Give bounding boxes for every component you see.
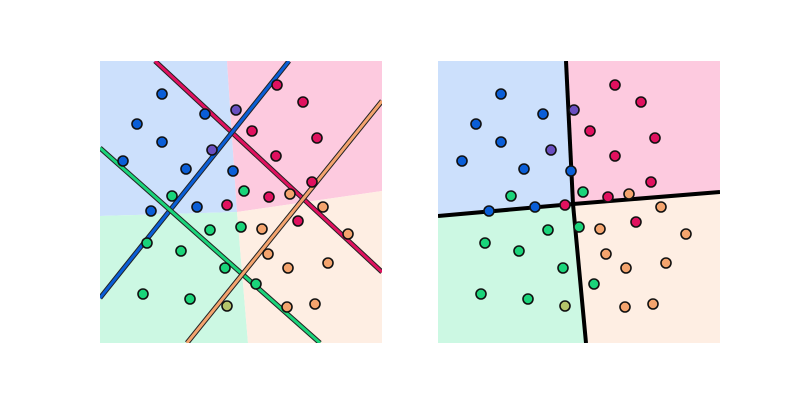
decision-region-pink bbox=[227, 61, 382, 212]
decision-region-green bbox=[100, 212, 248, 343]
data-point-orange bbox=[600, 248, 612, 260]
decision-region-green bbox=[438, 204, 586, 343]
data-point-purple_mix bbox=[206, 144, 218, 156]
data-point-blue bbox=[156, 88, 168, 100]
data-point-orange bbox=[660, 257, 672, 269]
data-point-orange bbox=[281, 301, 293, 313]
data-point-green bbox=[479, 237, 491, 249]
data-point-purple_mix bbox=[545, 144, 557, 156]
data-point-orange bbox=[256, 223, 268, 235]
data-point-magenta bbox=[609, 79, 621, 91]
data-point-blue bbox=[483, 205, 495, 217]
data-point-green bbox=[184, 293, 196, 305]
data-point-orange bbox=[284, 188, 296, 200]
data-point-blue bbox=[145, 205, 157, 217]
data-point-green bbox=[137, 288, 149, 300]
data-point-orange bbox=[282, 262, 294, 274]
data-point-orange bbox=[623, 188, 635, 200]
panel-one-vs-rest bbox=[100, 61, 382, 343]
data-point-orange bbox=[317, 201, 329, 213]
data-point-blue bbox=[537, 108, 549, 120]
data-point-blue bbox=[518, 163, 530, 175]
data-point-green bbox=[204, 224, 216, 236]
data-point-green bbox=[475, 288, 487, 300]
data-point-orange bbox=[322, 257, 334, 269]
data-point-magenta bbox=[630, 216, 642, 228]
data-point-orange bbox=[619, 301, 631, 313]
data-point-green bbox=[238, 185, 250, 197]
decision-boundary-boundary_black bbox=[438, 202, 574, 218]
data-point-olive bbox=[559, 300, 571, 312]
data-point-olive bbox=[221, 300, 233, 312]
data-point-blue bbox=[470, 118, 482, 130]
decision-boundary-boundary_black bbox=[572, 190, 720, 206]
data-point-blue bbox=[529, 201, 541, 213]
data-point-magenta bbox=[602, 191, 614, 203]
decision-region-orange bbox=[237, 191, 382, 343]
data-point-purple_mix bbox=[568, 104, 580, 116]
data-point-green bbox=[513, 245, 525, 257]
data-point-green bbox=[250, 278, 262, 290]
data-point-magenta bbox=[609, 150, 621, 162]
data-point-magenta bbox=[271, 79, 283, 91]
data-point-blue bbox=[191, 201, 203, 213]
data-point-green bbox=[588, 278, 600, 290]
data-point-blue bbox=[199, 108, 211, 120]
data-point-blue bbox=[117, 155, 129, 167]
data-point-magenta bbox=[311, 132, 323, 144]
data-point-blue bbox=[495, 136, 507, 148]
data-point-green bbox=[141, 237, 153, 249]
data-point-purple_mix bbox=[230, 104, 242, 116]
data-point-blue bbox=[156, 136, 168, 148]
data-point-green bbox=[573, 221, 585, 233]
data-point-blue bbox=[456, 155, 468, 167]
data-point-magenta bbox=[263, 191, 275, 203]
data-point-green bbox=[577, 186, 589, 198]
data-point-green bbox=[505, 190, 517, 202]
data-point-orange bbox=[647, 298, 659, 310]
panel-multiclass bbox=[438, 61, 720, 343]
data-point-blue bbox=[180, 163, 192, 175]
data-point-magenta bbox=[306, 176, 318, 188]
data-point-blue bbox=[227, 165, 239, 177]
data-point-magenta bbox=[270, 150, 282, 162]
data-point-magenta bbox=[221, 199, 233, 211]
data-point-orange bbox=[680, 228, 692, 240]
decision-boundary-boundary_black bbox=[564, 61, 575, 205]
data-point-magenta bbox=[559, 199, 571, 211]
data-point-magenta bbox=[584, 125, 596, 137]
data-point-blue bbox=[131, 118, 143, 130]
data-point-orange bbox=[620, 262, 632, 274]
data-point-magenta bbox=[297, 96, 309, 108]
data-point-green bbox=[235, 221, 247, 233]
data-point-orange bbox=[655, 201, 667, 213]
data-point-green bbox=[175, 245, 187, 257]
data-point-green bbox=[522, 293, 534, 305]
data-point-magenta bbox=[649, 132, 661, 144]
decision-region-pink bbox=[566, 61, 720, 204]
data-point-orange bbox=[262, 248, 274, 260]
data-point-magenta bbox=[246, 125, 258, 137]
data-point-orange bbox=[594, 223, 606, 235]
data-point-orange bbox=[342, 228, 354, 240]
data-point-magenta bbox=[292, 215, 304, 227]
data-point-green bbox=[557, 262, 569, 274]
data-point-green bbox=[542, 224, 554, 236]
data-point-green bbox=[219, 262, 231, 274]
decision-boundary-orange bbox=[185, 100, 382, 343]
decision-region-orange bbox=[573, 192, 720, 343]
data-point-blue bbox=[495, 88, 507, 100]
data-point-magenta bbox=[645, 176, 657, 188]
data-point-magenta bbox=[635, 96, 647, 108]
data-point-blue bbox=[565, 165, 577, 177]
decision-boundary-blue bbox=[100, 61, 291, 299]
data-point-green bbox=[166, 190, 178, 202]
data-point-orange bbox=[309, 298, 321, 310]
